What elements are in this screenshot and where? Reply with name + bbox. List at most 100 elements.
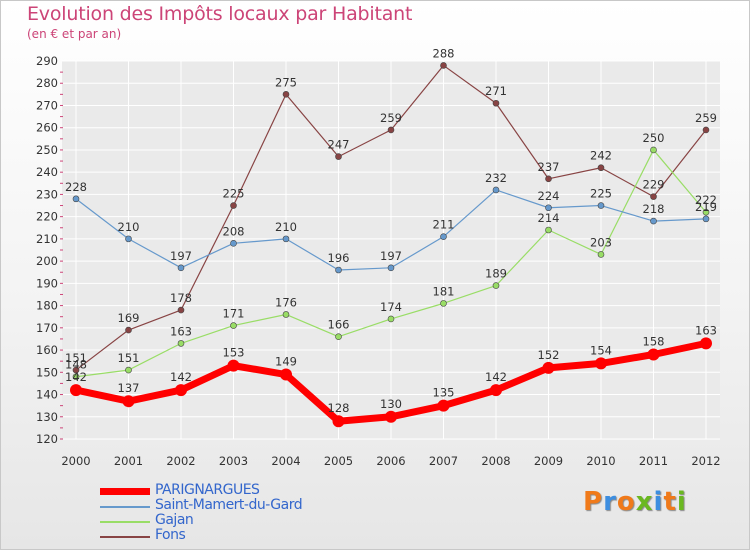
data-point xyxy=(335,266,342,274)
legend-swatch xyxy=(100,506,150,508)
logo-letter: i xyxy=(653,487,664,517)
data-label: 151 xyxy=(65,351,87,365)
data-point xyxy=(282,311,290,318)
data-label: 163 xyxy=(170,324,192,338)
data-point xyxy=(177,264,185,272)
data-point xyxy=(230,322,237,329)
data-label: 151 xyxy=(118,351,140,365)
data-label: 259 xyxy=(380,111,402,125)
data-point xyxy=(387,126,395,134)
data-label: 152 xyxy=(538,348,560,362)
chart-subtitle: (en € et par an) xyxy=(27,27,122,41)
data-point xyxy=(177,306,185,314)
x-tick-label: 2000 xyxy=(61,454,90,468)
data-point xyxy=(387,315,395,323)
y-tick-label: 210 xyxy=(36,232,58,246)
data-label: 163 xyxy=(695,323,717,337)
data-label: 250 xyxy=(643,131,665,145)
data-point xyxy=(597,202,605,209)
data-label: 158 xyxy=(643,335,665,349)
data-point xyxy=(545,204,552,212)
proxiti-logo: Proxiti xyxy=(583,487,687,517)
data-point xyxy=(280,368,292,381)
data-label: 197 xyxy=(380,249,402,263)
y-tick-label: 220 xyxy=(36,210,58,224)
data-point xyxy=(492,99,500,107)
data-label: 224 xyxy=(538,189,560,203)
data-point xyxy=(227,359,240,372)
y-tick-label: 130 xyxy=(36,410,58,424)
data-label: 219 xyxy=(695,200,717,214)
data-point xyxy=(650,193,657,200)
data-label: 237 xyxy=(538,160,560,174)
y-tick-label: 240 xyxy=(36,165,58,179)
y-tick-label: 270 xyxy=(36,98,58,112)
data-point xyxy=(282,235,290,243)
data-point xyxy=(125,235,132,243)
data-label: 176 xyxy=(275,295,297,309)
data-point xyxy=(597,251,605,258)
y-tick-label: 260 xyxy=(36,121,58,135)
data-point xyxy=(125,326,132,334)
data-label: 142 xyxy=(170,370,192,384)
data-point xyxy=(650,217,657,225)
data-point xyxy=(542,361,555,374)
legend-label: Gajan xyxy=(155,512,194,528)
data-point xyxy=(595,357,607,370)
data-label: 218 xyxy=(643,202,665,216)
data-label: 225 xyxy=(590,187,612,201)
data-point xyxy=(177,340,185,347)
data-point xyxy=(700,337,712,350)
data-label: 229 xyxy=(643,178,665,192)
data-label: 149 xyxy=(275,355,297,369)
data-point xyxy=(440,233,447,240)
x-tick-label: 2004 xyxy=(271,454,300,468)
data-point xyxy=(437,399,450,412)
data-label: 275 xyxy=(275,75,297,89)
data-label: 197 xyxy=(170,249,192,263)
data-point xyxy=(492,186,500,194)
data-label: 169 xyxy=(118,311,140,325)
data-point xyxy=(545,226,552,234)
legend-label: Saint-Mamert-du-Gard xyxy=(155,497,303,513)
data-label: 189 xyxy=(485,267,507,281)
legend-label: Fons xyxy=(155,527,186,543)
data-point xyxy=(702,126,710,134)
data-point xyxy=(72,195,80,203)
logo-letter: r xyxy=(603,487,617,517)
data-label: 166 xyxy=(328,318,350,332)
data-point xyxy=(440,300,447,307)
data-label: 211 xyxy=(433,218,455,232)
data-label: 171 xyxy=(223,307,245,321)
y-tick-label: 120 xyxy=(36,432,58,446)
x-tick-label: 2012 xyxy=(691,454,720,468)
data-label: 228 xyxy=(65,180,87,194)
data-label: 247 xyxy=(328,138,350,152)
data-point xyxy=(490,384,502,397)
data-point xyxy=(650,146,657,154)
x-tick-label: 2008 xyxy=(481,454,510,468)
data-point xyxy=(122,395,135,408)
data-point xyxy=(332,415,345,428)
x-tick-label: 2010 xyxy=(586,454,615,468)
data-label: 135 xyxy=(433,386,455,400)
data-point xyxy=(335,153,342,160)
data-label: 142 xyxy=(485,370,507,384)
legend-swatch xyxy=(100,488,150,495)
data-label: 225 xyxy=(223,187,245,201)
data-point xyxy=(440,62,447,69)
chart-title: Evolution des Impôts locaux par Habitant xyxy=(27,3,413,25)
y-tick-label: 250 xyxy=(36,143,58,157)
data-point xyxy=(385,410,397,423)
data-label: 222 xyxy=(695,193,717,207)
y-tick-label: 170 xyxy=(36,321,58,335)
x-tick-label: 2005 xyxy=(324,454,353,468)
data-label: 196 xyxy=(328,251,350,265)
legend-swatch xyxy=(100,521,150,523)
data-label: 137 xyxy=(118,381,140,395)
data-point xyxy=(72,373,80,381)
x-tick-label: 2009 xyxy=(534,454,563,468)
data-point xyxy=(282,91,290,98)
data-point xyxy=(175,384,187,397)
